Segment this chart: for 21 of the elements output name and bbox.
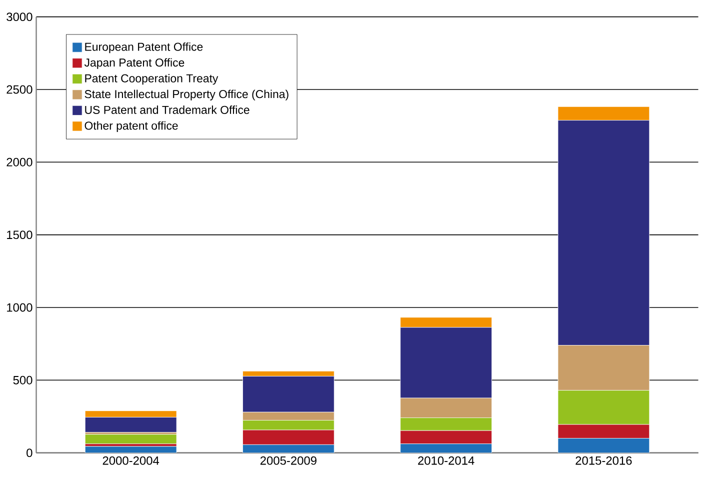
x-tick-label: 2000-2004 <box>102 456 160 465</box>
legend-label: Patent Cooperation Treaty <box>85 74 218 85</box>
y-tick-label: 1500 <box>7 230 32 240</box>
y-tick-label: 500 <box>13 376 32 384</box>
x-tick-label: 2010-2014 <box>418 456 474 465</box>
bar <box>400 444 492 453</box>
legend-label: Japan Patent Office <box>84 58 184 69</box>
legend-label: US Patent and Trademark Office <box>85 106 250 114</box>
bar <box>558 438 650 453</box>
bar <box>242 444 334 453</box>
bar <box>84 434 177 444</box>
legend-label: Other patent office <box>84 121 178 132</box>
legend-label: European Patent Office <box>85 42 203 54</box>
y-tick-label: 0 <box>26 448 32 458</box>
y-tick-label: 2000 <box>6 158 32 166</box>
x-tick-label: 2005-2009 <box>260 456 316 465</box>
x-tick-label: 2015-2016 <box>576 456 632 465</box>
y-tick-label: 3000 <box>6 12 32 22</box>
y-tick-label: 1000 <box>7 303 32 312</box>
legend-label: State Intellectual Property Office (China) <box>84 90 288 100</box>
y-tick-label: 2500 <box>6 85 32 94</box>
